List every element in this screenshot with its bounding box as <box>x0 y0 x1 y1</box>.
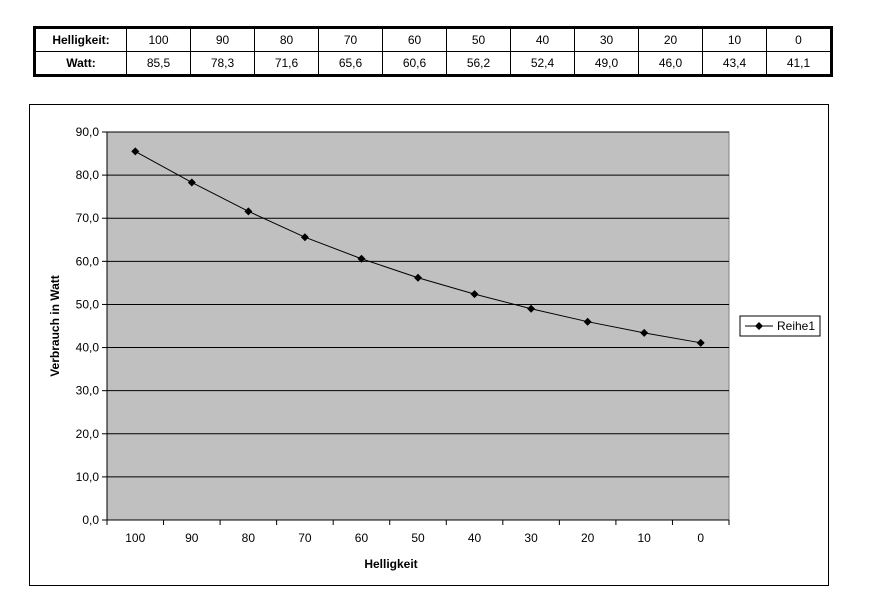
y-tick-label: 30,0 <box>76 384 100 398</box>
y-tick-label: 50,0 <box>76 297 100 311</box>
helligkeit-cell: 20 <box>638 27 703 52</box>
helligkeit-cell: 100 <box>126 27 191 52</box>
helligkeit-cell: 0 <box>766 27 832 52</box>
chart-frame: 0,0 10,0 20,0 30,0 40,0 50,0 60,0 70,0 80,0 90,0 … <box>29 104 829 586</box>
y-tick-label: 40,0 <box>76 341 100 355</box>
watt-cell: 46,0 <box>638 51 703 76</box>
x-tick-label: 60 <box>355 531 369 545</box>
data-point <box>640 328 649 337</box>
plot-area <box>106 131 730 521</box>
row-label-helligkeit: Helligkeit: <box>34 27 127 52</box>
data-point <box>300 233 309 242</box>
y-axis-title: Verbrauch in Watt <box>48 275 62 377</box>
legend-marker <box>755 322 763 330</box>
watt-cell: 65,6 <box>318 51 383 76</box>
x-tick-label: 80 <box>242 531 256 545</box>
y-tick-label: 0,0 <box>82 513 99 527</box>
helligkeit-cell: 70 <box>318 27 383 52</box>
x-tick-label: 10 <box>638 531 652 545</box>
data-point <box>357 254 366 263</box>
x-tick-label: 30 <box>524 531 538 545</box>
data-point <box>527 304 536 313</box>
data-point <box>187 178 196 187</box>
y-tick-label: 70,0 <box>76 211 100 225</box>
data-point <box>414 273 422 282</box>
axes <box>106 132 729 521</box>
x-tick-label: 20 <box>581 531 595 545</box>
x-tick-label: 90 <box>185 531 199 545</box>
helligkeit-cell: 30 <box>574 27 639 52</box>
legend-label: Reihe1 <box>777 319 815 333</box>
data-point <box>131 147 140 156</box>
watt-cell: 49,0 <box>574 51 639 76</box>
watt-cell: 71,6 <box>254 51 319 76</box>
y-axis-ticks: 0,0 10,0 20,0 30,0 40,0 50,0 60,0 70,0 80,0 90,0 <box>76 125 107 527</box>
x-tick-label: 0 <box>697 531 704 545</box>
watt-cell: 85,5 <box>126 51 191 76</box>
x-tick-label: 70 <box>298 531 312 545</box>
gridlines <box>107 131 729 478</box>
watt-cell: 52,4 <box>510 51 575 76</box>
data-point <box>696 338 705 347</box>
data-point <box>583 317 592 326</box>
watt-cell: 56,2 <box>446 51 511 76</box>
watt-cell: 60,6 <box>382 51 447 76</box>
helligkeit-cell: 60 <box>382 27 447 52</box>
x-tick-label: 50 <box>411 531 425 545</box>
row-label-watt: Watt: <box>34 51 127 76</box>
x-tick-label: 40 <box>468 531 482 545</box>
data-point <box>244 207 253 216</box>
x-axis-ticks: 100 90 80 70 60 50 40 30 20 10 0 <box>106 520 730 545</box>
series-reihe1 <box>131 147 705 347</box>
table-row-helligkeit: Helligkeit: 100 90 80 70 60 50 40 30 20 10 0 <box>34 27 832 52</box>
y-tick-label: 10,0 <box>76 470 100 484</box>
helligkeit-cell: 90 <box>190 27 255 52</box>
y-tick-label: 20,0 <box>76 427 100 441</box>
y-tick-label: 90,0 <box>76 125 100 139</box>
y-tick-label: 60,0 <box>76 254 100 268</box>
x-tick-label: 100 <box>125 531 145 545</box>
watt-cell: 41,1 <box>766 51 832 76</box>
helligkeit-cell: 40 <box>510 27 575 52</box>
watt-cell: 43,4 <box>702 51 767 76</box>
helligkeit-cell: 50 <box>446 27 511 52</box>
table-row-watt: Watt: 85,5 78,3 71,6 65,6 60,6 56,2 52,4 49,0 46… <box>34 51 832 76</box>
data-table: Helligkeit: 100 90 80 70 60 50 40 30 20 10 0 Watt:… <box>33 26 833 77</box>
watt-cell: 78,3 <box>190 51 255 76</box>
helligkeit-cell: 10 <box>702 27 767 52</box>
y-tick-label: 80,0 <box>76 168 100 182</box>
line-chart: 0,010,020,030,040,050,060,070,080,090,0 … <box>48 125 821 571</box>
data-point <box>470 290 479 299</box>
legend-box <box>739 315 821 337</box>
helligkeit-cell: 80 <box>254 27 319 52</box>
legend: Reihe1 <box>739 315 821 337</box>
x-axis-title: Helligkeit <box>364 557 417 571</box>
